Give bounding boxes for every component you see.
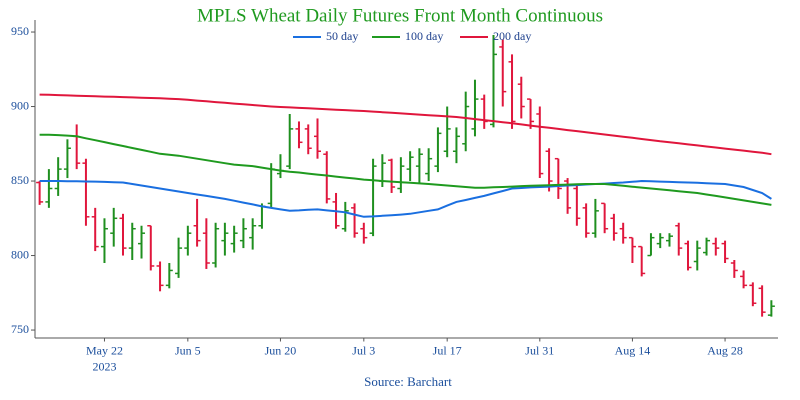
x-sublabel: 2023 [92,359,116,373]
x-tick-label: May 22 [86,343,123,357]
ma-line [39,179,772,218]
y-tick-label: 900 [11,98,29,112]
legend-label: 50 day [326,29,358,43]
x-tick-label: Aug 14 [615,343,651,357]
x-tick-label: Jul 3 [352,343,375,357]
y-tick-label: 800 [11,247,29,261]
x-tick-label: Jun 20 [265,343,297,357]
ma-line [39,133,772,206]
x-tick-label: Jul 17 [433,343,462,357]
y-tick-label: 750 [11,322,29,336]
chart-title: MPLS Wheat Daily Futures Front Month Con… [197,5,603,26]
legend-label: 100 day [405,29,443,43]
legend-label: 200 day [493,29,531,43]
ma-line [39,93,772,156]
y-tick-label: 950 [11,24,29,38]
x-tick-label: Jun 5 [175,343,201,357]
x-tick-label: Jul 31 [525,343,554,357]
x-tick-label: Aug 28 [707,343,743,357]
source-note: Source: Barchart [364,374,452,389]
y-tick-label: 850 [11,173,29,187]
